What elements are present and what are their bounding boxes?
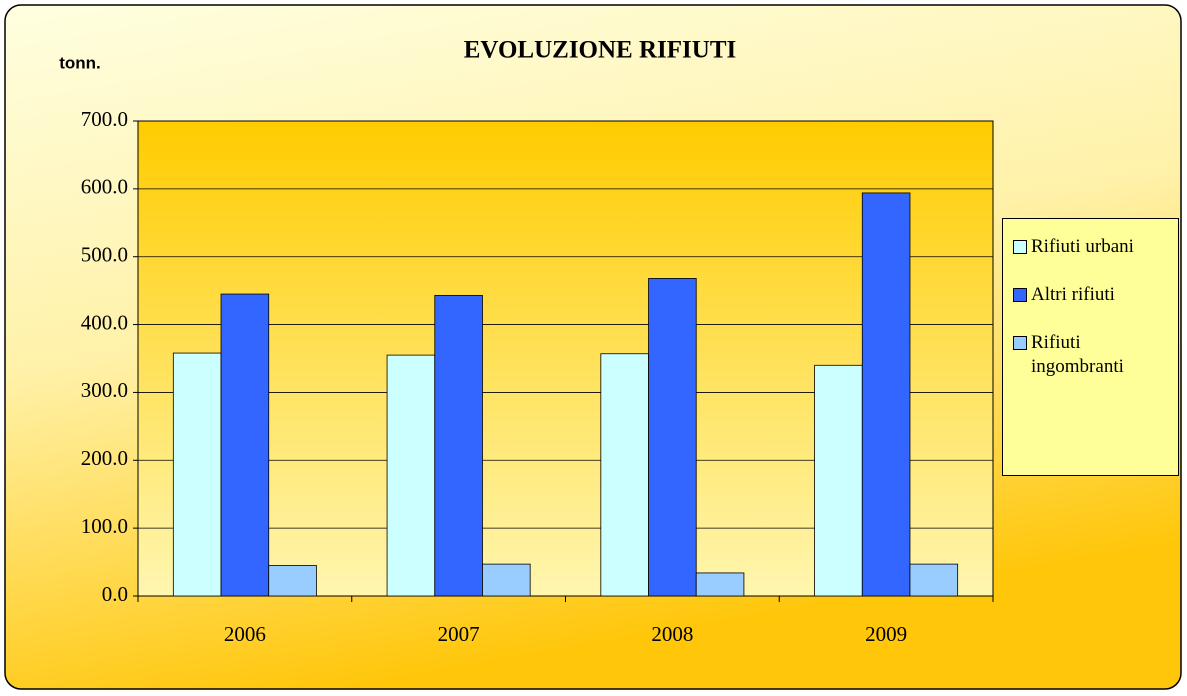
bar — [386, 354, 436, 597]
x-tick-label: 2006 — [224, 622, 266, 646]
bar — [220, 293, 270, 597]
legend-label: Rifiuti ingombranti — [1031, 332, 1124, 377]
legend-label: Rifiuti urbani — [1031, 236, 1134, 257]
y-tick-label: 300.0 — [81, 378, 128, 402]
bar — [268, 565, 317, 597]
y-tick-label: 600.0 — [81, 175, 128, 199]
y-tick-label: 0.0 — [102, 582, 128, 606]
x-tick-label: 2009 — [865, 622, 907, 646]
y-tick-label: 700.0 — [81, 107, 128, 131]
legend-swatch — [1013, 288, 1027, 302]
bar — [648, 278, 697, 597]
y-tick-label: 500.0 — [81, 243, 128, 267]
legend-item: Rifiuti urbani — [1013, 235, 1170, 259]
bar — [814, 364, 863, 597]
legend-item: Rifiuti ingombranti — [1013, 331, 1170, 379]
y-axis-label: tonn. — [59, 53, 101, 72]
legend-swatch — [1013, 240, 1027, 254]
bar — [172, 352, 222, 597]
bar — [861, 192, 911, 597]
y-tick-label: 400.0 — [81, 310, 128, 334]
x-tick-label: 2007 — [438, 622, 480, 646]
y-tick-label: 200.0 — [81, 446, 128, 470]
bar — [600, 353, 649, 597]
legend: Rifiuti urbani Altri rifiuti Rifiuti ingom… — [1002, 218, 1179, 476]
bar — [909, 563, 959, 597]
legend-label: Altri rifiuti — [1031, 284, 1115, 305]
bar — [482, 563, 531, 597]
x-tick-label: 2008 — [651, 622, 693, 646]
y-tick-label: 100.0 — [81, 514, 128, 538]
chart-title: EVOLUZIONE RIFIUTI — [464, 37, 736, 64]
bar — [434, 294, 483, 597]
legend-swatch — [1013, 336, 1027, 350]
legend-item: Altri rifiuti — [1013, 283, 1170, 307]
bar — [695, 572, 745, 597]
